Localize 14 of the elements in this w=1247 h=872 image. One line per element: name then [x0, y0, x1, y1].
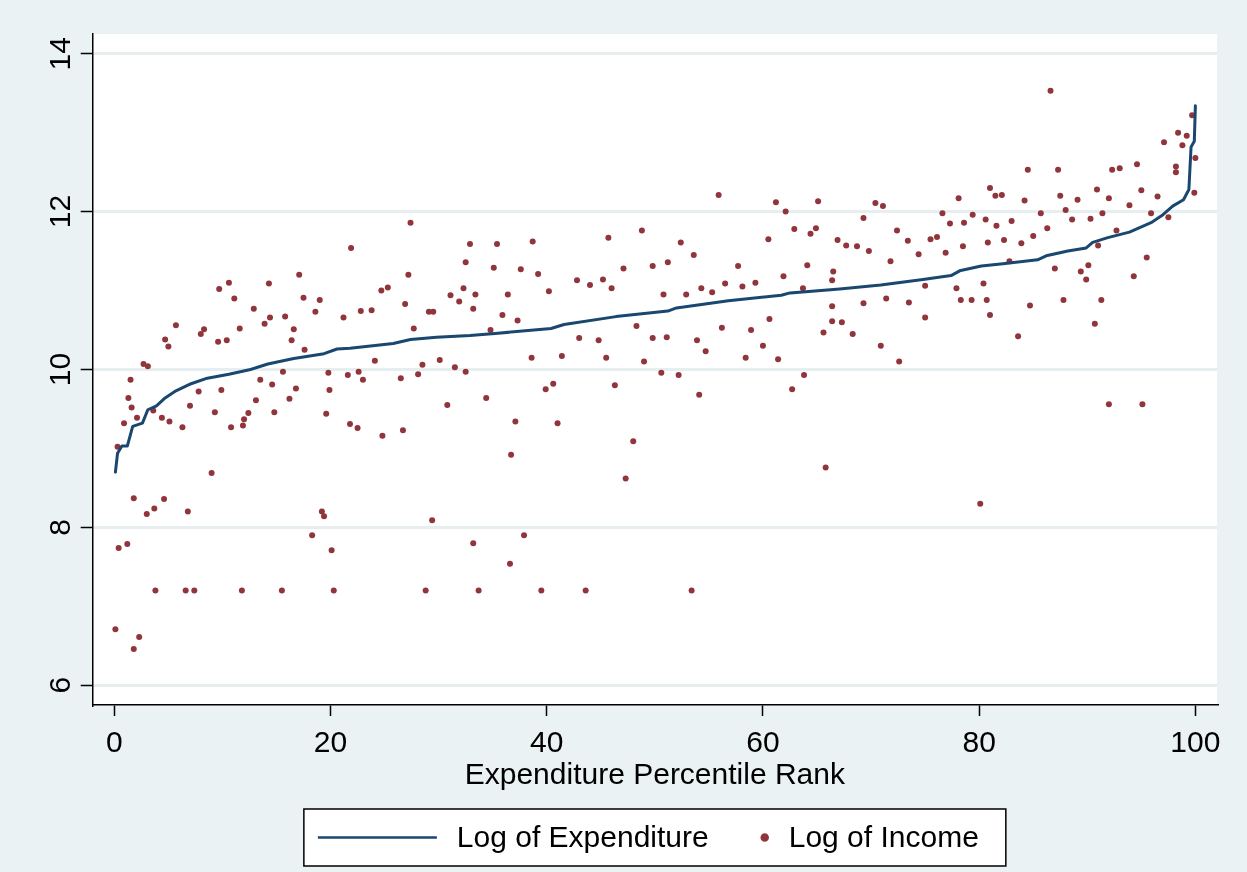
x-tick-label: 60 [746, 725, 780, 759]
x-tick-label: 40 [530, 725, 564, 759]
x-tick-label: 20 [313, 725, 348, 759]
legend-label: Log of Expenditure [456, 819, 709, 853]
x-tick-label: 0 [105, 725, 123, 759]
y-tick-label: 8 [42, 519, 76, 536]
y-tick-label: 14 [42, 37, 76, 71]
y-tick-label: 6 [42, 676, 76, 694]
x-axis-title: Expenditure Percentile Rank [464, 757, 846, 791]
y-tick-label: 12 [42, 194, 76, 229]
legend-label: Log of Income [788, 819, 979, 853]
y-tick-label: 10 [42, 352, 76, 387]
x-tick-label: 100 [1170, 725, 1221, 759]
x-tick-label: 80 [962, 725, 996, 759]
